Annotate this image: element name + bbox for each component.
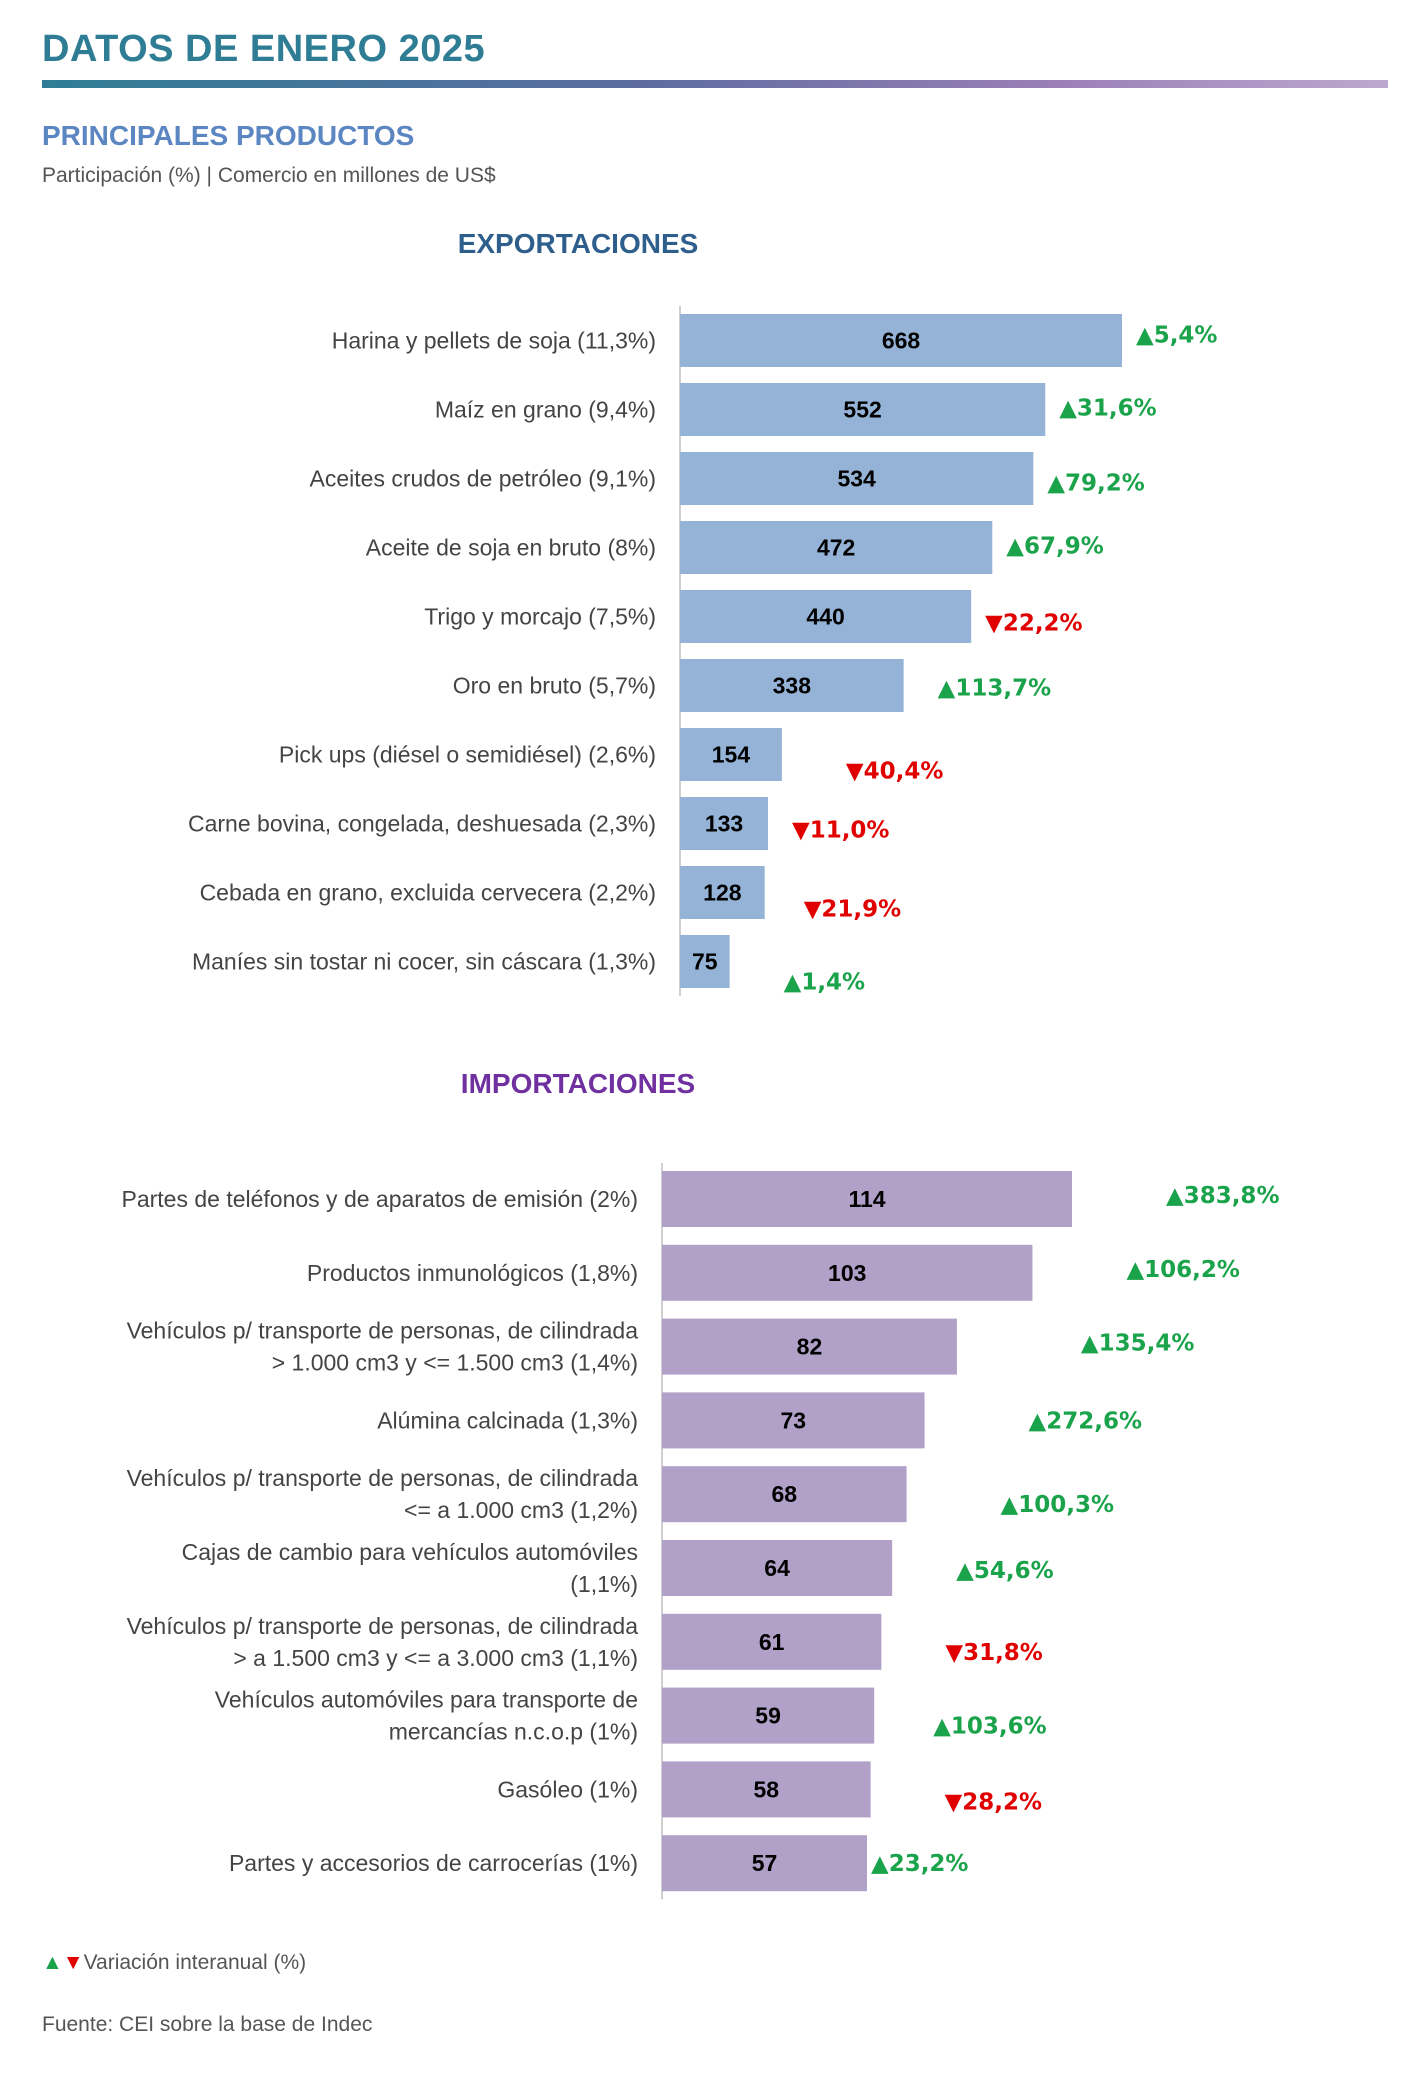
category-label: <= a 1.000 cm3 (1,2%) bbox=[404, 1497, 638, 1523]
category-label: Maíz en grano (9,4%) bbox=[435, 397, 656, 423]
bar bbox=[680, 452, 1034, 505]
category-label: Trigo y morcajo (7,5%) bbox=[424, 604, 656, 630]
variation-down-label: ▼28,2% bbox=[945, 1789, 1042, 1815]
category-label: mercancías n.c.o.p (1%) bbox=[389, 1719, 638, 1745]
bar-value-label: 114 bbox=[848, 1186, 885, 1212]
category-label: Aceites crudos de petróleo (9,1%) bbox=[310, 466, 656, 492]
imports-chart-title: IMPORTACIONES bbox=[460, 1068, 696, 1099]
category-label: Vehículos p/ transporte de personas, de … bbox=[127, 1318, 639, 1344]
bar-value-label: 552 bbox=[843, 397, 881, 423]
bar bbox=[680, 659, 904, 712]
bar-value-label: 68 bbox=[771, 1481, 797, 1507]
legend-down-arrow-icon: ▼ bbox=[62, 1951, 84, 1974]
bar bbox=[680, 866, 765, 919]
variation-up-label: ▲106,2% bbox=[1126, 1257, 1239, 1283]
bar-value-label: 57 bbox=[752, 1850, 778, 1876]
bar-value-label: 668 bbox=[882, 328, 921, 354]
bar-value-label: 534 bbox=[837, 466, 876, 492]
exports-chart-title: EXPORTACIONES bbox=[457, 228, 699, 259]
legend-label: Variación interanual (%) bbox=[83, 1951, 307, 1974]
bar bbox=[662, 1835, 867, 1892]
category-label: Vehículos p/ transporte de personas, de … bbox=[127, 1613, 639, 1639]
bar bbox=[662, 1540, 893, 1596]
variation-down-label: ▼21,9% bbox=[804, 897, 901, 923]
bar bbox=[680, 314, 1122, 367]
variation-up-label: ▲100,3% bbox=[1001, 1492, 1114, 1518]
legend: ▲▼Variación interanual (%) bbox=[42, 1951, 306, 1975]
imports-chart: 114 Partes de teléfonos y de aparatos de … bbox=[121, 1163, 1279, 1900]
subtitle: Participación (%) | Comercio en millones… bbox=[42, 164, 496, 187]
bar-value-label: 61 bbox=[759, 1629, 785, 1655]
bar-value-label: 58 bbox=[754, 1776, 780, 1802]
exports-chart: 668 Harina y pellets de soja (11,3%) ▲5,4%… bbox=[188, 306, 1217, 996]
category-label: Pick ups (diésel o semidiésel) (2,6%) bbox=[279, 742, 656, 768]
legend-up-arrow-icon: ▲ bbox=[42, 1951, 63, 1974]
bar bbox=[662, 1613, 882, 1670]
variation-up-label: ▲135,4% bbox=[1081, 1331, 1194, 1357]
variation-up-label: ▲113,7% bbox=[938, 676, 1051, 702]
bar-value-label: 133 bbox=[705, 811, 743, 837]
category-label: Vehículos p/ transporte de personas, de … bbox=[127, 1465, 639, 1491]
category-label: Productos inmunológicos (1,8%) bbox=[307, 1260, 638, 1286]
variation-up-label: ▲54,6% bbox=[956, 1558, 1053, 1584]
bar bbox=[662, 1687, 875, 1744]
variation-down-label: ▼22,2% bbox=[985, 611, 1082, 637]
bar-value-label: 128 bbox=[703, 880, 742, 906]
bar-value-label: 73 bbox=[780, 1407, 806, 1433]
category-label: Aceite de soja en bruto (8%) bbox=[366, 535, 656, 561]
variation-up-label: ▲272,6% bbox=[1029, 1408, 1142, 1434]
category-label: Carne bovina, congelada, deshuesada (2,3… bbox=[188, 811, 656, 837]
category-label: Harina y pellets de soja (11,3%) bbox=[332, 328, 656, 354]
variation-up-label: ▲23,2% bbox=[871, 1851, 968, 1877]
category-label: > 1.000 cm3 y <= 1.500 cm3 (1,4%) bbox=[272, 1350, 638, 1376]
category-label: Maníes sin tostar ni cocer, sin cáscara … bbox=[192, 949, 656, 975]
bar bbox=[680, 521, 993, 574]
bar-value-label: 82 bbox=[797, 1334, 823, 1360]
variation-down-label: ▼31,8% bbox=[945, 1640, 1042, 1666]
bar bbox=[662, 1466, 907, 1523]
bar bbox=[662, 1392, 925, 1449]
category-label: > a 1.500 cm3 y <= a 3.000 cm3 (1,1%) bbox=[233, 1645, 638, 1671]
category-label: Cajas de cambio para vehículos automóvil… bbox=[182, 1539, 638, 1565]
variation-up-label: ▲1,4% bbox=[784, 970, 865, 996]
bar bbox=[680, 590, 972, 643]
bar-value-label: 75 bbox=[692, 949, 718, 975]
variation-up-label: ▲79,2% bbox=[1047, 471, 1144, 497]
page-title: DATOS DE ENERO 2025 bbox=[42, 28, 486, 70]
bar bbox=[662, 1244, 1033, 1301]
bar bbox=[662, 1761, 871, 1818]
bar bbox=[680, 728, 782, 781]
category-label: Partes de teléfonos y de aparatos de emi… bbox=[121, 1186, 638, 1212]
bar bbox=[680, 797, 769, 850]
category-label: Gasóleo (1%) bbox=[497, 1776, 638, 1802]
bar-value-label: 59 bbox=[755, 1703, 781, 1729]
section-title: PRINCIPALES PRODUCTOS bbox=[42, 120, 415, 151]
category-label: (1,1%) bbox=[570, 1571, 638, 1597]
source-note: Fuente: CEI sobre la base de Indec bbox=[42, 2013, 373, 2036]
bar-value-label: 154 bbox=[712, 742, 751, 768]
variation-down-label: ▼11,0% bbox=[792, 818, 889, 844]
category-label: Oro en bruto (5,7%) bbox=[453, 673, 656, 699]
bar bbox=[680, 935, 730, 988]
bar bbox=[662, 1318, 957, 1375]
bar-value-label: 472 bbox=[817, 535, 855, 561]
variation-up-label: ▲103,6% bbox=[933, 1714, 1046, 1740]
bar-value-label: 64 bbox=[764, 1555, 790, 1581]
variation-down-label: ▼40,4% bbox=[846, 759, 943, 785]
variation-up-label: ▲383,8% bbox=[1166, 1183, 1279, 1209]
bar-value-label: 338 bbox=[773, 673, 812, 699]
bar bbox=[662, 1171, 1072, 1227]
bar bbox=[680, 383, 1046, 436]
variation-up-label: ▲67,9% bbox=[1006, 534, 1103, 560]
category-label: Partes y accesorios de carrocerías (1%) bbox=[229, 1850, 638, 1876]
category-label: Vehículos automóviles para transporte de bbox=[215, 1687, 638, 1713]
title-divider bbox=[42, 80, 1388, 88]
bar-value-label: 103 bbox=[828, 1260, 866, 1286]
variation-up-label: ▲31,6% bbox=[1059, 396, 1156, 422]
variation-up-label: ▲5,4% bbox=[1136, 323, 1217, 349]
category-label: Cebada en grano, excluida cervecera (2,2… bbox=[200, 880, 656, 906]
bar-value-label: 440 bbox=[806, 604, 844, 630]
category-label: Alúmina calcinada (1,3%) bbox=[377, 1407, 638, 1433]
